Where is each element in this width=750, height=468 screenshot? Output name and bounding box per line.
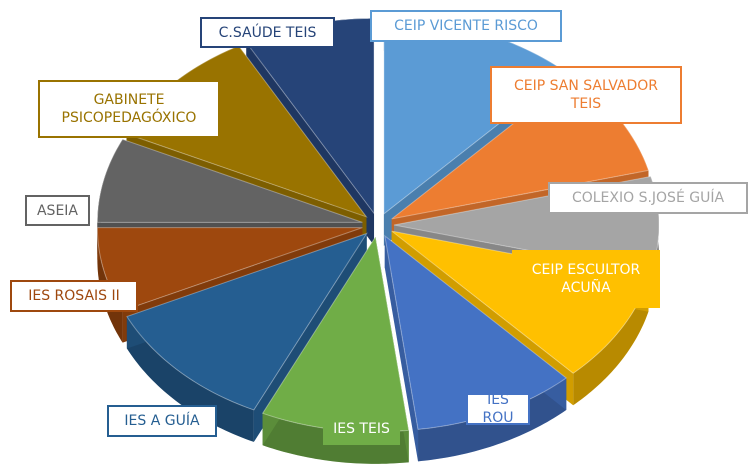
slice-label: IES ROSAIS II [10, 280, 138, 312]
slice [96, 138, 363, 223]
slice-label: COLEXIO S.JOSÉ GUÍA [548, 182, 748, 214]
slice-face-shade [384, 235, 419, 462]
slice-label: ASEIA [25, 195, 90, 226]
slice-label: CEIP ESCULTOR ACUÑA [512, 250, 660, 308]
slice-label: CEIP SAN SALVADOR TEIS [490, 66, 682, 124]
slice-face [384, 235, 419, 462]
slice-label: GABINETE PSICOPEDAGÓXICO [38, 80, 220, 138]
slice-label: C.SAÚDE TEIS [200, 17, 335, 48]
slice-side [97, 227, 123, 343]
slice-side [126, 316, 254, 442]
slice-label: IES ROU [466, 392, 530, 426]
slice [126, 232, 368, 411]
slice-label: IES TEIS [323, 413, 400, 445]
slice-side-shade [573, 279, 649, 406]
slice-side-shade [97, 227, 123, 343]
slice-label: IES A GUÍA [107, 405, 217, 437]
slice-side [573, 279, 649, 406]
slice-side-shade [126, 316, 254, 442]
slice-label: CEIP VICENTE RISCO [370, 10, 562, 42]
